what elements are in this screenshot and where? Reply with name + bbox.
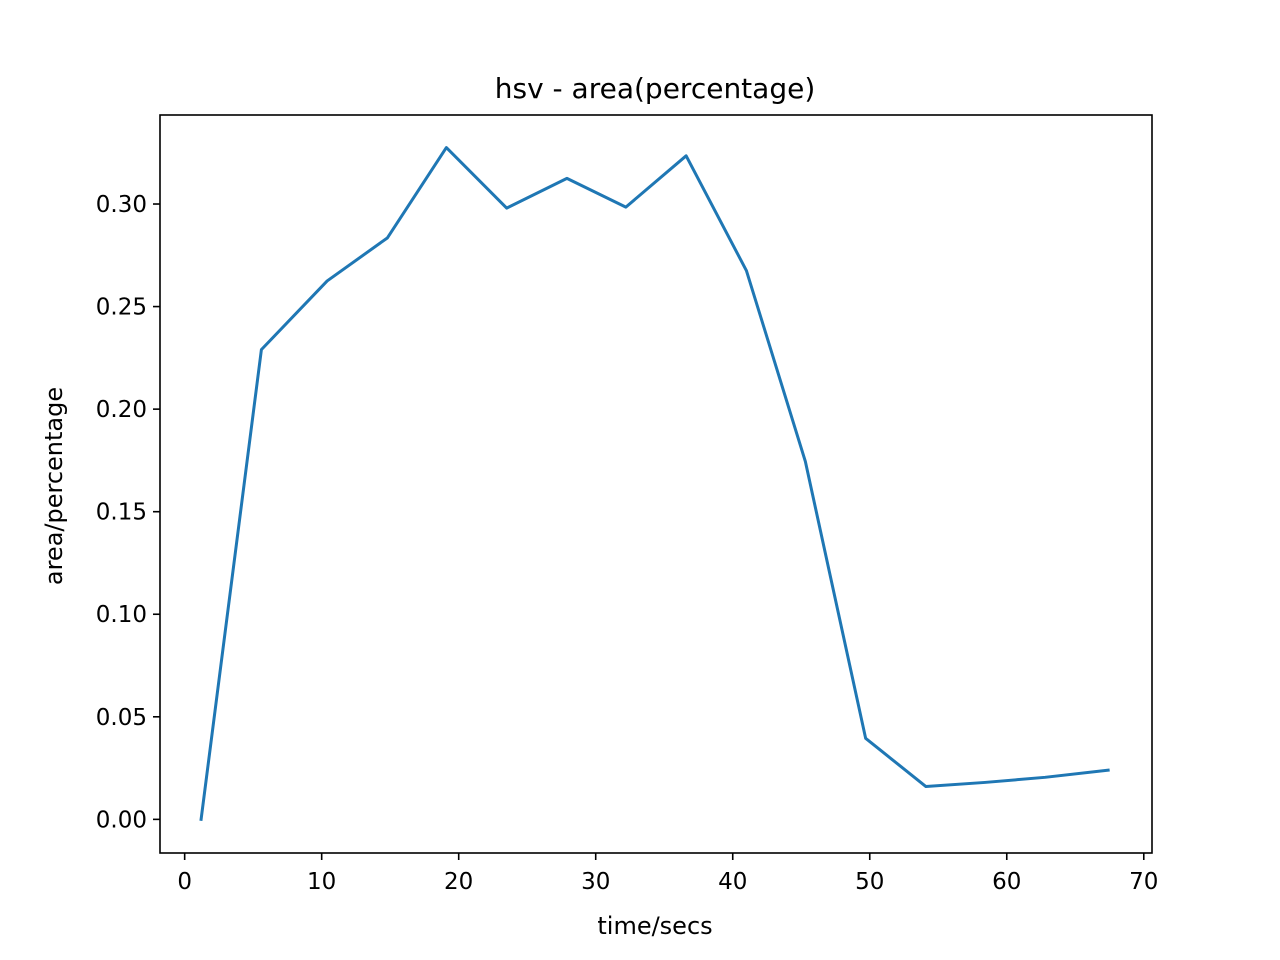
x-tick-label-5: 50 — [855, 869, 884, 895]
y-tick-label-1: 0.05 — [96, 705, 147, 731]
series-line-0 — [199, 146, 1110, 822]
x-tick-label-7: 70 — [1129, 869, 1158, 895]
y-tick-label-0: 0.00 — [96, 807, 147, 833]
x-tick-label-0: 0 — [177, 869, 192, 895]
x-tick-label-2: 20 — [444, 869, 473, 895]
y-tick-label-5: 0.25 — [96, 295, 147, 321]
y-tick-label-2: 0.10 — [96, 602, 147, 628]
axes-frame — [159, 114, 1153, 854]
x-tick-label-3: 30 — [581, 869, 610, 895]
y-tick-label-6: 0.30 — [96, 192, 147, 218]
x-tick-label-1: 10 — [307, 869, 336, 895]
y-tick-label-3: 0.15 — [96, 500, 147, 526]
chart-title: hsv - area(percentage) — [495, 72, 816, 105]
plot-area: 0 10 20 30 40 50 60 70 0.00 0.05 0.10 0.15 0.20 0.25 0… — [96, 114, 1158, 895]
y-tick-label-4: 0.20 — [96, 397, 147, 423]
x-tick-label-6: 60 — [992, 869, 1021, 895]
y-axis-label: area/percentage — [40, 387, 68, 585]
x-axis-label: time/secs — [597, 912, 712, 940]
x-tick-label-4: 40 — [718, 869, 747, 895]
